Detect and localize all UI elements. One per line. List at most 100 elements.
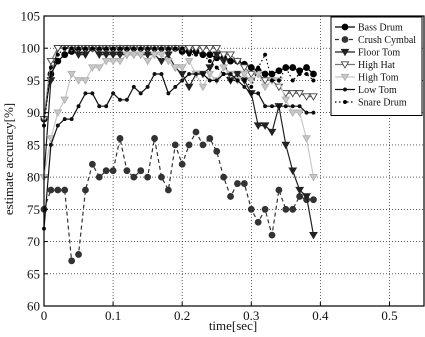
data-point [111, 91, 116, 96]
data-point [87, 64, 97, 72]
legend-label: Low Tom [358, 85, 397, 96]
data-point [124, 97, 129, 102]
data-point [116, 135, 124, 142]
data-point [295, 186, 305, 195]
data-point [295, 90, 305, 98]
legend-marker [340, 73, 350, 82]
data-point [75, 251, 82, 258]
plot-area-frame [43, 15, 425, 307]
legend-label: High Hat [358, 60, 395, 71]
data-point [81, 77, 90, 85]
data-point [246, 77, 256, 85]
data-point [302, 93, 311, 101]
data-point [131, 84, 136, 89]
data-point [97, 104, 102, 109]
y-tick-label: 60 [27, 299, 40, 314]
legend-label: Snare Drum [358, 98, 407, 109]
data-point [311, 78, 316, 83]
data-point [193, 71, 199, 77]
data-point [95, 173, 103, 181]
y-tick-label: 95 [27, 73, 40, 88]
data-point [173, 84, 178, 89]
data-point [76, 104, 81, 109]
series-line [43, 73, 314, 229]
data-point [177, 64, 187, 72]
data-point [159, 46, 164, 51]
data-point [108, 57, 118, 66]
data-point [117, 46, 123, 51]
data-point [55, 52, 60, 57]
legend-entry: Bass Drum [335, 23, 403, 34]
data-point [282, 205, 290, 213]
data-point [185, 141, 193, 149]
data-point [83, 46, 88, 51]
data-point [242, 78, 247, 83]
x-tick-label: 0.3 [243, 308, 259, 323]
data-point [164, 186, 172, 194]
data-point [226, 51, 235, 59]
data-point [214, 78, 219, 83]
data-point [60, 96, 70, 105]
data-point [187, 71, 192, 77]
x-tick-label: 0 [41, 308, 48, 323]
data-point [309, 93, 318, 101]
data-point [263, 52, 268, 57]
data-point [205, 45, 215, 53]
data-point [227, 57, 234, 65]
y-tick-label: 65 [27, 266, 40, 281]
y-tick-label: 105 [21, 9, 41, 24]
data-point [192, 128, 200, 136]
series-line [43, 47, 314, 126]
x-tick-label: 0.2 [174, 308, 190, 323]
data-point [289, 64, 297, 71]
data-point [88, 160, 96, 168]
data-point [136, 51, 146, 59]
x-tick-label: 0.4 [312, 308, 329, 323]
data-point [276, 78, 281, 83]
y-tick-label: 75 [27, 202, 40, 217]
data-point [275, 186, 283, 194]
data-point [283, 65, 288, 70]
data-point [74, 77, 83, 85]
data-point [309, 173, 318, 182]
data-point [290, 78, 295, 83]
data-point [76, 46, 81, 51]
data-point [309, 231, 318, 240]
data-point [138, 91, 143, 96]
data-point [129, 51, 139, 59]
y-tick-label: 80 [27, 170, 40, 185]
data-point [104, 46, 109, 51]
data-point [101, 57, 111, 66]
data-point [261, 70, 269, 78]
data-point [239, 64, 249, 72]
data-point [240, 180, 248, 187]
data-point [187, 52, 192, 57]
data-point [302, 193, 311, 201]
data-point [184, 45, 194, 53]
data-point [104, 104, 109, 109]
data-point [261, 205, 269, 213]
data-point [145, 46, 150, 51]
data-point [200, 71, 205, 77]
series-line [43, 47, 315, 236]
x-axis-label: time[sec] [209, 318, 257, 333]
data-point [143, 57, 153, 66]
data-point [123, 167, 131, 175]
data-point [206, 51, 214, 59]
data-point [111, 46, 116, 51]
data-point [122, 51, 132, 59]
data-point [247, 64, 255, 71]
data-point [170, 64, 180, 72]
data-point [163, 57, 173, 66]
data-point [302, 135, 311, 143]
data-point [158, 173, 165, 181]
legend-entry: Crush Cymbal [335, 35, 416, 46]
series-line [43, 131, 314, 262]
data-point [171, 141, 179, 149]
data-point [228, 78, 233, 83]
data-point [242, 84, 247, 89]
data-point [198, 45, 208, 53]
data-point [53, 109, 63, 117]
legend-entry: Low Tom [335, 85, 397, 96]
